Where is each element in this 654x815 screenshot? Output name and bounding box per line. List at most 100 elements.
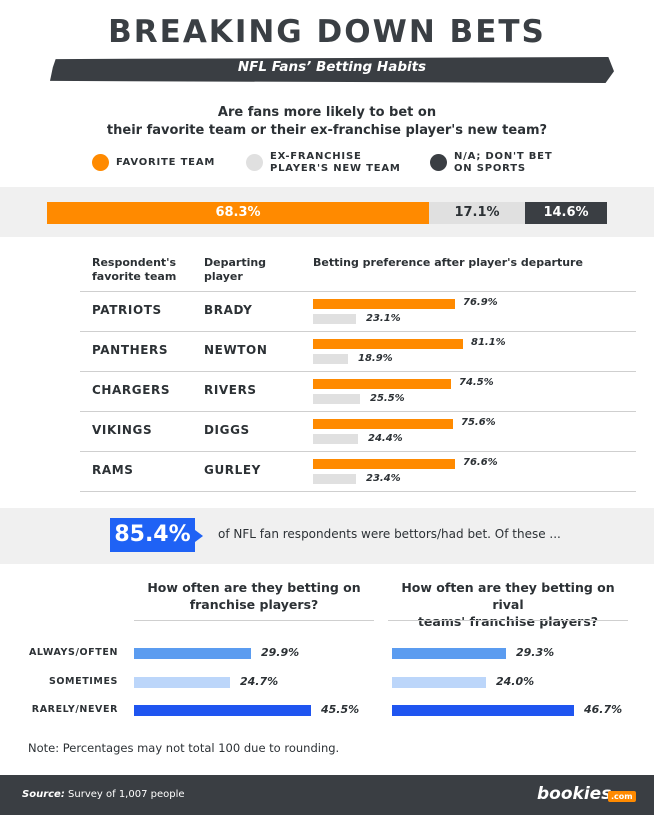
- frequency-bar: [392, 677, 486, 688]
- table-row-divider: [80, 451, 636, 452]
- overall-bar-label-ex-franchise: 17.1%: [454, 205, 500, 220]
- source-text: Source: Survey of 1,007 people: [22, 789, 185, 800]
- table-row-divider: [80, 411, 636, 412]
- frequency-pct: 46.7%: [584, 703, 623, 716]
- header-favorite-team-line2: favorite team: [92, 270, 177, 283]
- footer-bar: [0, 775, 654, 815]
- favorite-team-pct: 81.1%: [471, 337, 506, 348]
- ex-franchise-bar: [313, 394, 360, 404]
- brand-logo-tld: .com: [608, 791, 636, 802]
- freq-right-title: How often are they betting on rival team…: [388, 579, 628, 630]
- header-favorite-team-line1: Respondent's: [92, 256, 177, 269]
- legend-label-favorite-line1: FAVORITE TEAM: [116, 157, 216, 168]
- player-name: NEWTON: [204, 343, 268, 357]
- frequency-label: RARELY/NEVER: [31, 704, 118, 715]
- frequency-pct: 29.9%: [261, 646, 300, 659]
- frequency-bar: [392, 648, 506, 659]
- player-name: DIGGS: [204, 423, 250, 437]
- table-row-divider: [80, 371, 636, 372]
- stat-band: [0, 508, 654, 564]
- team-name: RAMS: [92, 463, 134, 477]
- legend-label-favorite: FAVORITE TEAM: [116, 157, 215, 169]
- ex-franchise-pct: 18.9%: [358, 353, 393, 364]
- frequency-bar: [134, 677, 230, 688]
- ex-franchise-pct: 25.5%: [370, 393, 405, 404]
- table-row-divider: [80, 331, 636, 332]
- frequency-pct: 24.0%: [496, 675, 535, 688]
- header-departing-player-line2: player: [204, 270, 243, 283]
- legend-label-na: N/A; DON'T BET ON SPORTS: [454, 151, 552, 175]
- favorite-team-bar: [313, 299, 455, 309]
- rounding-note: Note: Percentages may not total 100 due …: [28, 741, 340, 755]
- player-name: GURLEY: [204, 463, 261, 477]
- freq-left-divider: [134, 620, 374, 621]
- frequency-pct: 29.3%: [516, 646, 555, 659]
- overall-bar-label-favorite: 68.3%: [215, 205, 261, 220]
- freq-left-title: How often are they betting on franchise …: [134, 579, 374, 613]
- legend-label-ex-franchise-line2: PLAYER'S NEW TEAM: [270, 163, 401, 174]
- bettors-stat-text: of NFL fan respondents were bettors/had …: [218, 527, 561, 541]
- subtitle-banner: [50, 57, 614, 83]
- freq-right-title-line1: How often are they betting on rival: [401, 580, 615, 612]
- overall-bar-segment-favorite: [47, 202, 429, 224]
- freq-right-divider: [388, 620, 628, 621]
- source-label: Source:: [22, 789, 65, 800]
- question-line-2: their favorite team or their ex-franchis…: [106, 123, 548, 138]
- overall-bar-label-na: 14.6%: [543, 205, 589, 220]
- freq-left-title-line2: franchise players?: [189, 597, 319, 612]
- header-favorite-team: Respondent's favorite team: [92, 256, 176, 284]
- legend-dot-favorite: [92, 154, 109, 171]
- ex-franchise-pct: 23.4%: [366, 473, 401, 484]
- frequency-bar: [134, 648, 251, 659]
- favorite-team-bar: [313, 459, 455, 469]
- ex-franchise-bar: [313, 314, 356, 324]
- team-name: CHARGERS: [92, 383, 171, 397]
- overall-bar-segment-ex-franchise: [429, 202, 525, 224]
- header-betting-preference: Betting preference after player's depart…: [313, 256, 583, 269]
- frequency-pct: 45.5%: [321, 703, 360, 716]
- ex-franchise-bar: [313, 354, 348, 364]
- ex-franchise-pct: 24.4%: [368, 433, 403, 444]
- legend-dot-ex-franchise: [246, 154, 263, 171]
- legend-label-ex-franchise: EX-FRANCHISE PLAYER'S NEW TEAM: [270, 151, 401, 175]
- overall-bar-segment-na: [525, 202, 607, 224]
- favorite-team-pct: 75.6%: [461, 417, 496, 428]
- table-row-divider: [80, 491, 636, 492]
- frequency-label: SOMETIMES: [48, 676, 118, 687]
- favorite-team-bar: [313, 379, 451, 389]
- bettors-stat-badge: 85.4%: [110, 518, 195, 552]
- header-departing-player: Departing player: [204, 256, 266, 284]
- legend-label-ex-franchise-line1: EX-FRANCHISE: [270, 151, 362, 162]
- favorite-team-bar: [313, 419, 453, 429]
- team-name: PATRIOTS: [92, 303, 162, 317]
- legend-label-na-line2: ON SPORTS: [454, 163, 526, 174]
- question-text: Are fans more likely to bet on their fav…: [0, 104, 654, 140]
- frequency-bar: [392, 705, 574, 716]
- frequency-label: ALWAYS/OFTEN: [28, 647, 118, 658]
- question-line-1: Are fans more likely to bet on: [217, 105, 437, 120]
- freq-left-title-line1: How often are they betting on: [147, 580, 361, 595]
- player-name: RIVERS: [204, 383, 257, 397]
- freq-right-title-line2: teams' franchise players?: [417, 614, 599, 629]
- ex-franchise-bar: [313, 474, 356, 484]
- header-departing-player-line1: Departing: [204, 256, 267, 269]
- favorite-team-pct: 74.5%: [459, 377, 494, 388]
- ex-franchise-bar: [313, 434, 358, 444]
- table-row-divider: [80, 291, 636, 292]
- source-value: Survey of 1,007 people: [68, 789, 185, 800]
- stat-badge-pointer: [195, 530, 203, 542]
- brand-logo: bookies: [537, 784, 612, 804]
- player-name: BRADY: [204, 303, 253, 317]
- frequency-bar: [134, 705, 311, 716]
- infographic-title: BREAKING DOWN BETS: [108, 14, 546, 50]
- favorite-team-pct: 76.9%: [463, 297, 498, 308]
- ex-franchise-pct: 23.1%: [366, 313, 401, 324]
- legend-dot-na: [430, 154, 447, 171]
- favorite-team-bar: [313, 339, 463, 349]
- team-name: PANTHERS: [92, 343, 169, 357]
- team-name: VIKINGS: [92, 423, 153, 437]
- legend-label-na-line1: N/A; DON'T BET: [454, 151, 553, 162]
- frequency-pct: 24.7%: [240, 675, 279, 688]
- favorite-team-pct: 76.6%: [463, 457, 498, 468]
- subtitle: NFL Fans’ Betting Habits: [237, 59, 427, 75]
